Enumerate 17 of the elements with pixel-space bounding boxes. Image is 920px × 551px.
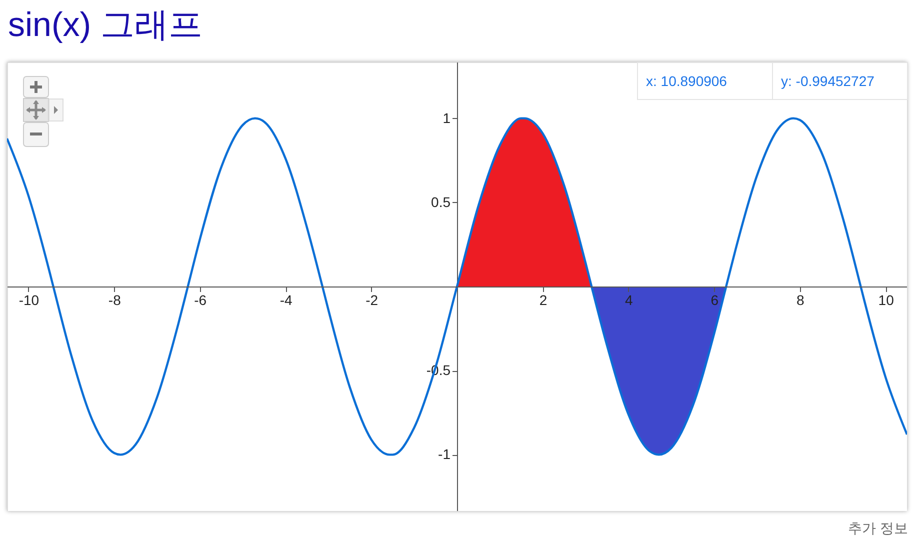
x-tick-label: -10 <box>18 292 40 308</box>
x-tick-label: -8 <box>108 292 122 308</box>
x-tick-label: 4 <box>625 292 634 308</box>
text: 추가 정보 <box>848 520 908 538</box>
y-tick-label: 0.5 <box>431 194 451 210</box>
x-tick-label: -4 <box>280 292 293 308</box>
x-coordinate-field: x: 10.890906 <box>637 62 773 100</box>
x-tick-label: 8 <box>796 292 804 308</box>
y-tick-label: 1 <box>442 110 451 126</box>
y-coordinate-field: y: -0.99452727 <box>772 62 908 100</box>
y-tick-label: -1 <box>438 446 451 462</box>
x-tick-label: -2 <box>366 292 378 308</box>
x-tick-label: -6 <box>194 292 207 308</box>
x-tick-label: 2 <box>539 292 548 308</box>
x-tick-label: 6 <box>710 292 719 308</box>
x-tick-label: 10 <box>878 292 894 308</box>
chart-title: sin(x) 그래프 <box>8 5 203 46</box>
